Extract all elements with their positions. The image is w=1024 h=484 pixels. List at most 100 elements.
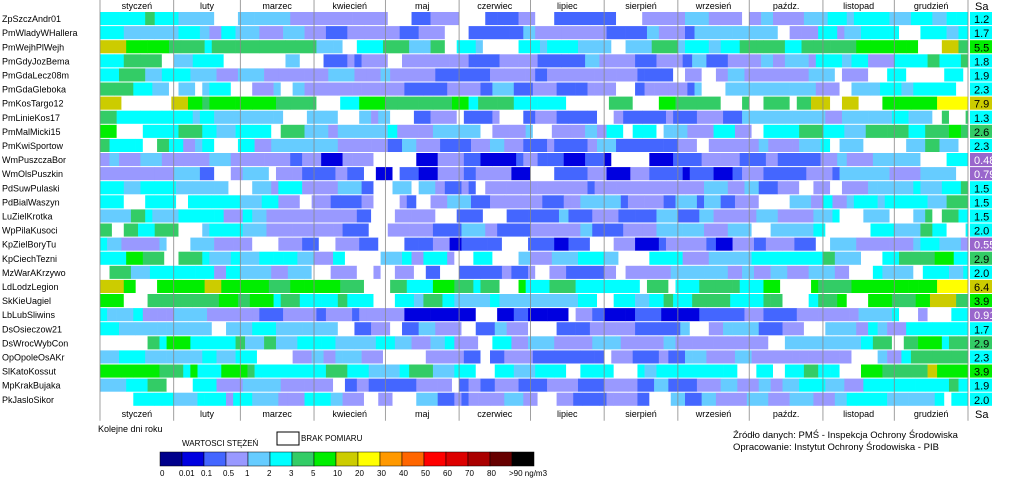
heatmap-cell — [908, 279, 919, 293]
heatmap-cell — [723, 364, 738, 378]
heatmap-cell — [497, 96, 515, 110]
sa-value: 3.9 — [974, 296, 989, 308]
heatmap-cell — [573, 138, 588, 152]
heatmap-cell — [844, 124, 867, 138]
heatmap-cell — [870, 40, 897, 54]
sa-header-top: Sa — [975, 1, 989, 13]
sa-value: 1.3 — [974, 113, 989, 125]
heatmap-cell — [820, 392, 836, 406]
heatmap-cell — [925, 209, 933, 223]
heatmap-cell — [568, 308, 576, 322]
heatmap-cell — [556, 392, 574, 406]
heatmap-cell — [363, 279, 391, 293]
heatmap-cell — [504, 350, 512, 364]
heatmap-cell — [718, 12, 743, 26]
heatmap-cell — [430, 336, 446, 350]
heatmap-cell — [832, 322, 857, 336]
heatmap-cell — [704, 181, 729, 195]
heatmap-cell — [180, 308, 208, 322]
heatmap-cell — [107, 237, 122, 251]
heatmap-cell — [573, 392, 584, 406]
heatmap-cell — [119, 350, 146, 364]
heatmap-cell — [692, 336, 714, 350]
sa-cell — [970, 223, 992, 237]
heatmap-cell — [430, 308, 455, 322]
heatmap-cell — [525, 124, 534, 138]
heatmap-cell — [685, 26, 695, 40]
heatmap-cell — [882, 364, 895, 378]
heatmap-cell — [147, 294, 163, 308]
heatmap-cell — [252, 392, 279, 406]
legend-swatch — [203, 451, 227, 467]
heatmap-cell — [168, 195, 177, 209]
heatmap-cell — [111, 223, 125, 237]
station-label: PmKosTargo12 — [2, 99, 64, 109]
heatmap-cell — [872, 265, 883, 279]
heatmap-cell — [413, 110, 431, 124]
month-label: kwiecień — [332, 409, 367, 419]
heatmap-cell — [884, 138, 907, 152]
heatmap-cell — [663, 294, 674, 308]
heatmap-cell — [518, 12, 536, 26]
heatmap-cell — [354, 138, 372, 152]
heatmap-cell — [523, 223, 531, 237]
heatmap-cell — [454, 364, 477, 378]
heatmap-cell — [587, 138, 598, 152]
heatmap-cell — [589, 265, 605, 279]
heatmap-cell — [504, 392, 524, 406]
heatmap-cell — [599, 392, 607, 406]
heatmap-cell — [140, 181, 155, 195]
legend-swatch — [357, 451, 381, 467]
heatmap-cell — [868, 68, 876, 82]
heatmap-cell — [402, 322, 419, 336]
heatmap-cell — [606, 167, 631, 181]
heatmap-cell — [463, 167, 477, 181]
heatmap-cell — [739, 153, 767, 167]
heatmap-cell — [787, 167, 807, 181]
heatmap-cell — [480, 124, 493, 138]
heatmap-cell — [958, 209, 969, 223]
heatmap-cell — [580, 195, 600, 209]
heatmap-cell — [965, 322, 969, 336]
heatmap-cell — [290, 96, 310, 110]
heatmap-cell — [242, 167, 262, 181]
heatmap-cell — [899, 308, 919, 322]
heatmap-cell — [321, 294, 339, 308]
heatmap-cell — [604, 153, 612, 167]
heatmap-cell — [473, 251, 493, 265]
heatmap-cell — [371, 138, 389, 152]
heatmap-cell — [173, 392, 198, 406]
month-label: listopad — [843, 409, 874, 419]
heatmap-cell — [708, 12, 719, 26]
heatmap-cell — [480, 265, 503, 279]
heatmap-cell — [758, 378, 771, 392]
heatmap-cell — [166, 322, 189, 336]
heatmap-cell — [948, 378, 959, 392]
heatmap-cell — [677, 40, 686, 54]
heatmap-cell — [330, 195, 341, 209]
heatmap-cell — [387, 54, 403, 68]
heatmap-cell — [958, 26, 969, 40]
heatmap-cell — [318, 279, 341, 293]
heatmap-cell — [456, 209, 484, 223]
heatmap-cell — [513, 308, 529, 322]
heatmap-cell — [511, 167, 531, 181]
heatmap-cell — [734, 138, 760, 152]
heatmap-cell — [435, 322, 462, 336]
heatmap-cell — [523, 110, 536, 124]
legend-tick: 0.1 — [201, 469, 213, 478]
sa-value: 2.3 — [974, 353, 989, 365]
heatmap-cell — [100, 294, 125, 308]
heatmap-cell — [361, 82, 370, 96]
heatmap-cell — [444, 336, 455, 350]
heatmap-cell — [463, 153, 474, 167]
heatmap-cell — [330, 392, 343, 406]
heatmap-cell — [133, 364, 160, 378]
heatmap-cell — [268, 167, 277, 181]
heatmap-cell — [818, 26, 838, 40]
heatmap-cell — [347, 364, 370, 378]
heatmap-cell — [328, 181, 339, 195]
month-label: czerwiec — [477, 1, 513, 11]
heatmap-cell — [701, 82, 726, 96]
heatmap-cell — [100, 237, 108, 251]
